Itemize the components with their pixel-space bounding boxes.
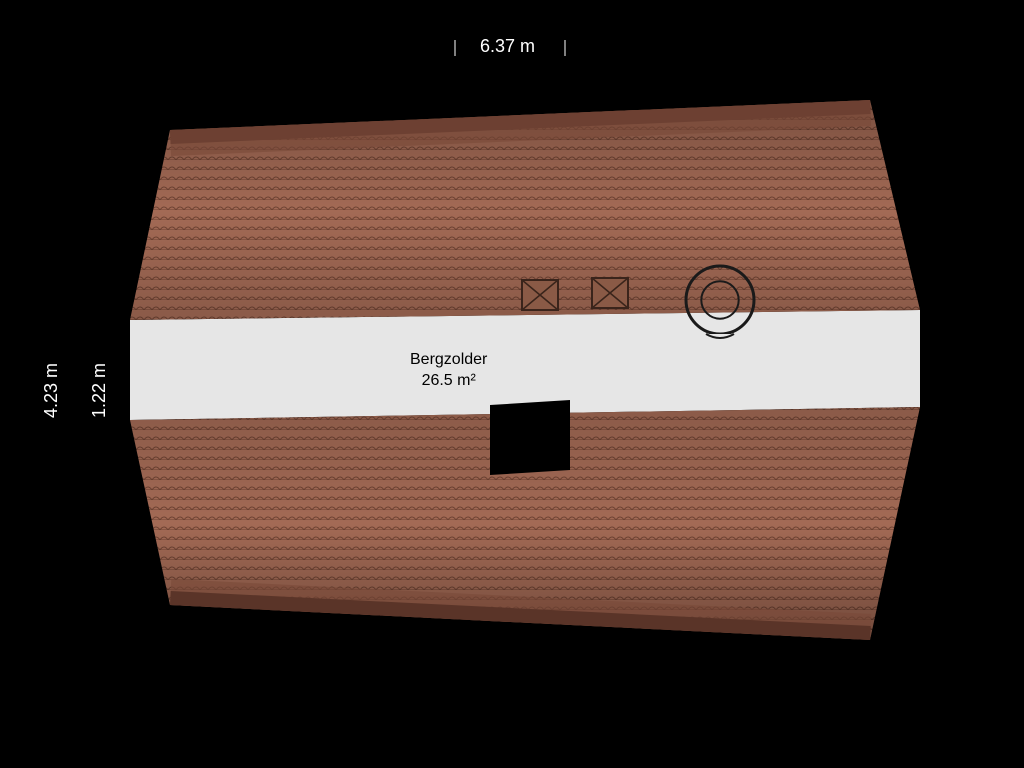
room-name: Bergzolder [410,350,487,371]
skylight-icon [522,280,558,310]
skylight-icon [592,278,628,308]
dimension-height-inner-label: 1.22 m [89,363,110,418]
floor-hatch [490,400,570,475]
dimension-height-outer-label: 4.23 m [41,363,62,418]
room-area: 26.5 m² [410,371,487,392]
room-label: Bergzolder 26.5 m² [410,350,487,392]
dimension-width-label: 6.37 m [480,36,535,57]
